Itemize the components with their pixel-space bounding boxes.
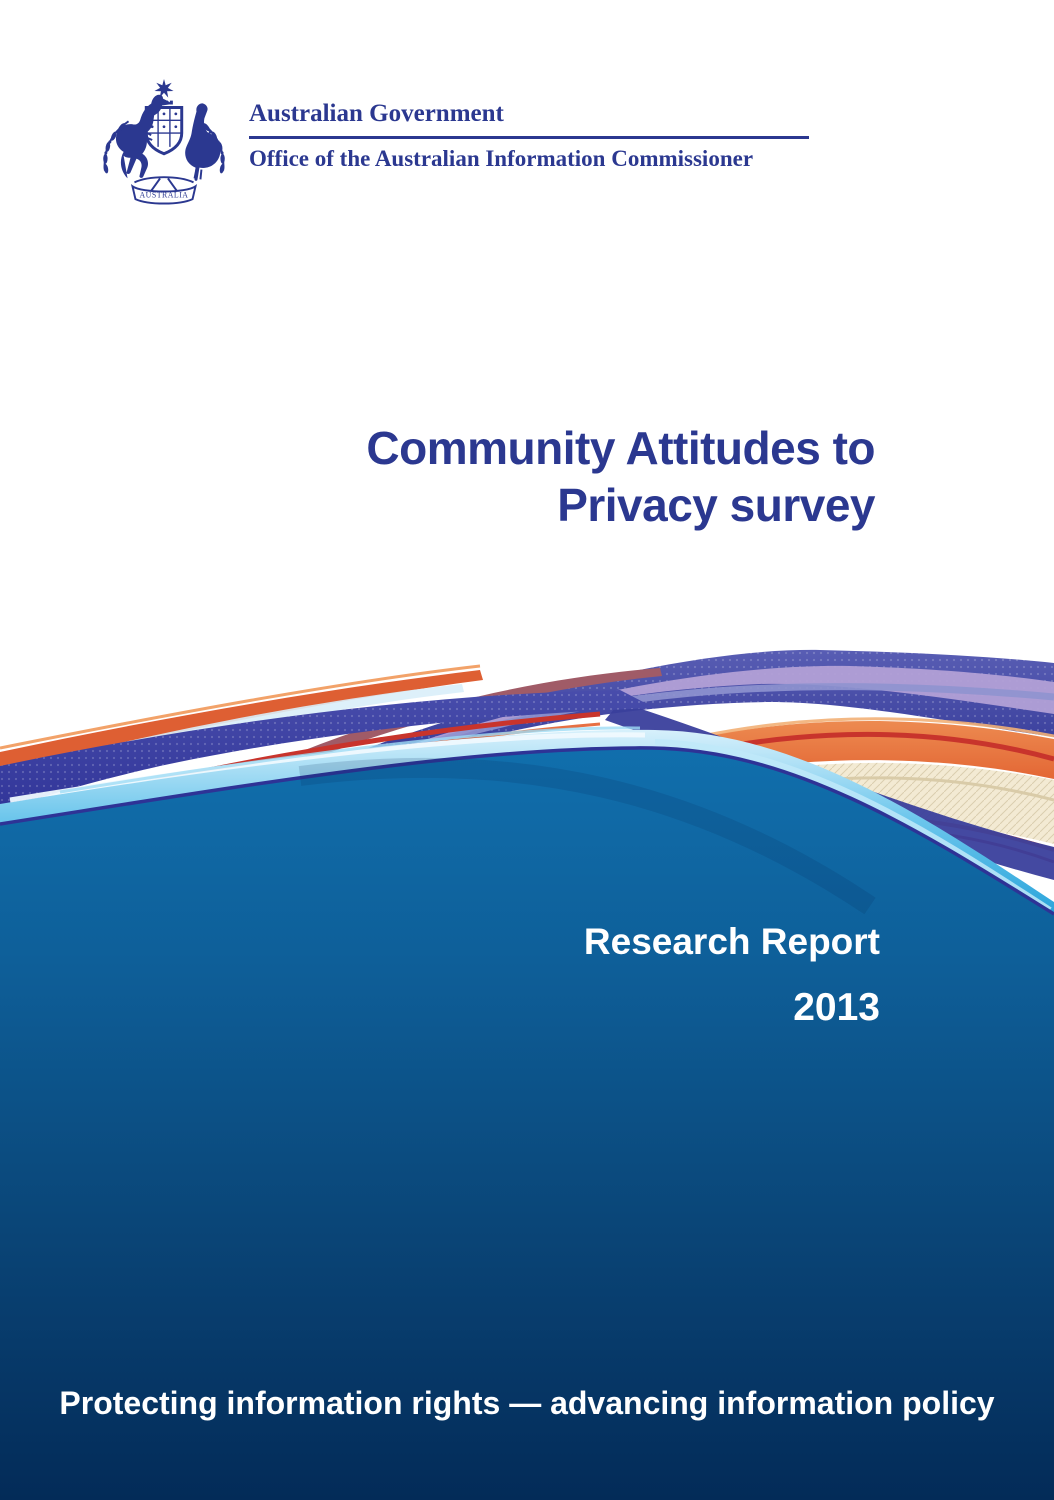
page-title: Community Attitudes to Privacy survey [366,420,875,534]
report-year: 2013 [793,985,880,1029]
agency-logo-lockup: AUSTRALIA Australian Government Office o… [95,76,809,206]
agency-wordmark: Australian Government Office of the Aust… [249,76,809,171]
report-type-label: Research Report [583,921,880,962]
tagline-text: Protecting information rights — advancin… [59,1385,995,1421]
agency-name: Office of the Australian Information Com… [249,145,754,171]
title-line-1: Community Attitudes to [366,422,875,474]
coat-of-arms-banner-text: AUSTRALIA [140,191,189,200]
logo-divider [249,135,809,139]
government-name: Australian Government [249,100,504,127]
title-line-2: Privacy survey [557,479,875,531]
footer-tagline: Protecting information rights — advancin… [0,1384,1054,1422]
australian-coat-of-arms-icon: AUSTRALIA [103,78,225,205]
report-meta: Research Report 2013 [583,921,880,1030]
